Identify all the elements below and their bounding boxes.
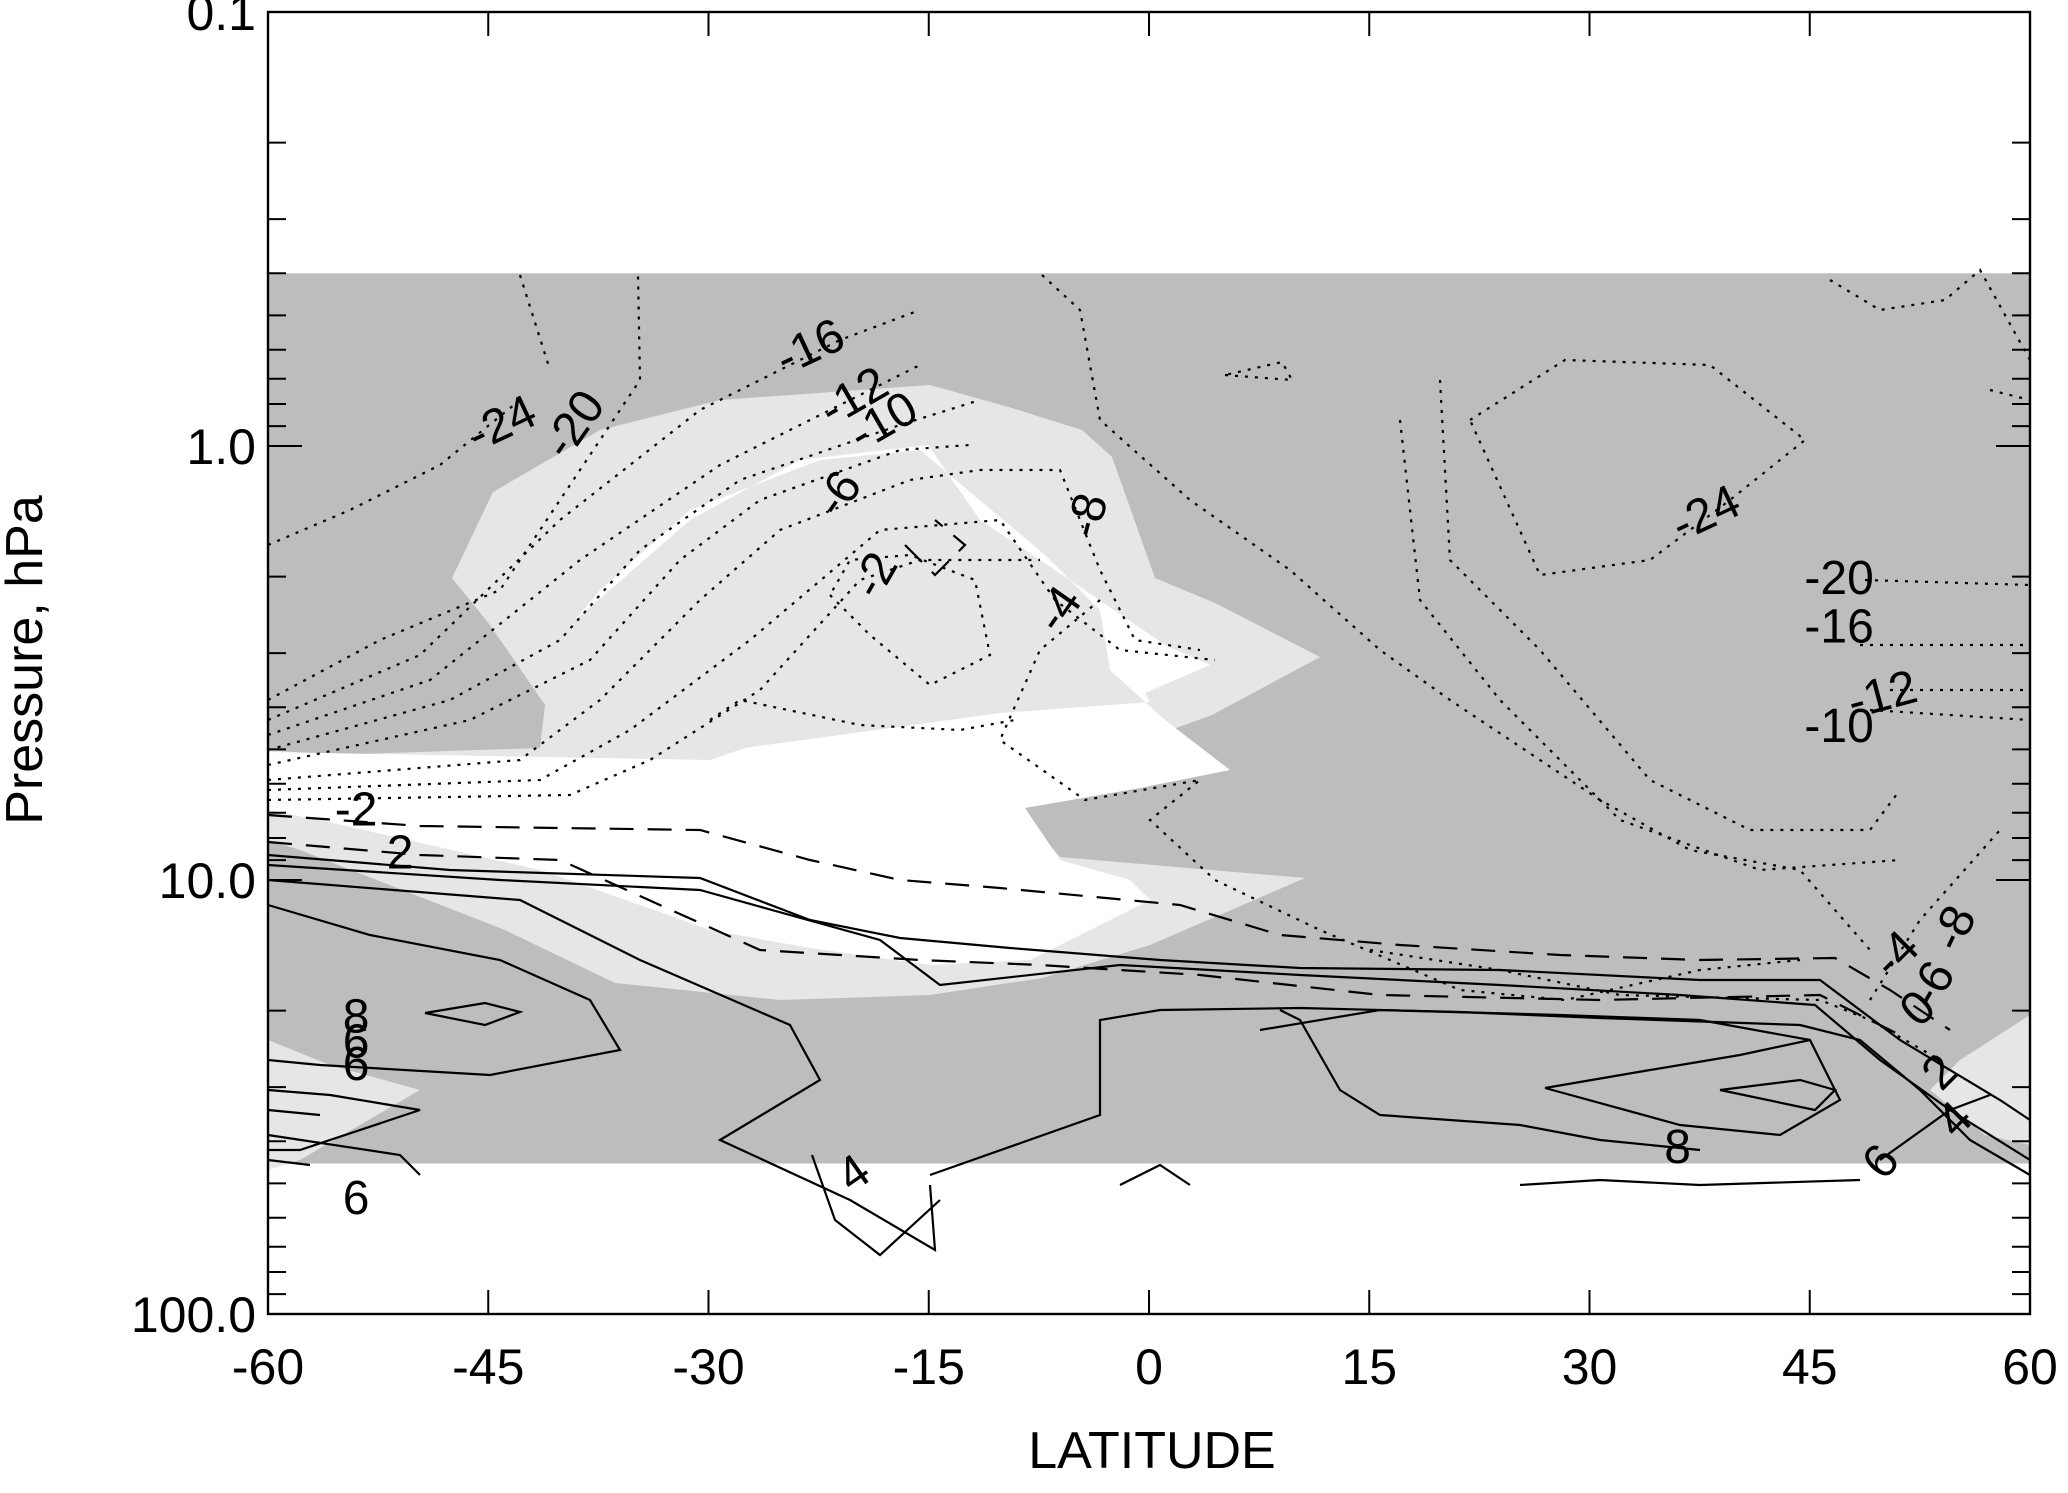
contour-line-dashed-closed <box>904 519 967 577</box>
shade-white-region <box>268 445 1230 965</box>
x-tick-label-0: -60 <box>232 1339 304 1395</box>
contour-label-21: 8 <box>1664 1121 1691 1174</box>
axes: -60 -45 -30 -15 0 15 30 45 60 0.1 1.0 10.0 100.0 <box>131 0 2058 1395</box>
contour-line-pos4-east-edge <box>1879 1093 1991 1161</box>
contour-label-15: 2 <box>387 827 414 880</box>
contour-line-pos6-sw <box>267 1133 421 1176</box>
y-tick-label-0: 0.1 <box>186 0 256 41</box>
contour-label-10: -20 <box>1804 552 1873 605</box>
contour-label-18: 6 <box>343 1038 370 1091</box>
contour-label-11: -16 <box>1804 600 1873 653</box>
contour-line-neg10-east-edge <box>1869 708 2031 722</box>
contour-line-neg24-west <box>267 399 521 547</box>
contour-line-neg16-east <box>1041 274 1871 951</box>
contour-line-pos4-west <box>267 878 937 1253</box>
y-tick-label-1: 1.0 <box>186 419 256 475</box>
y-tick-label-3: 100.0 <box>131 1287 256 1343</box>
contour-line-pos8-west-closed <box>424 1001 524 1027</box>
contour-line-neg20-east <box>1438 379 1901 832</box>
contour-line-pos6-sw-edge <box>267 1158 311 1167</box>
x-tick-label-7: 45 <box>1782 1339 1838 1395</box>
x-tick-label-8: 60 <box>2002 1339 2058 1395</box>
contour-label-19: 6 <box>343 1172 370 1225</box>
y-axis-title: Pressure, hPa <box>0 495 54 825</box>
contour-label-13: -10 <box>1804 700 1873 753</box>
contour-line-pos4-inner <box>810 1154 941 1257</box>
x-tick-label-5: 15 <box>1341 1339 1397 1395</box>
x-tick-label-4: 0 <box>1135 1339 1163 1395</box>
contour-line-neg12-west <box>267 364 921 737</box>
contour-line-pos-sw-edge <box>267 1108 321 1117</box>
y-tick-label-2: 10.0 <box>159 853 256 909</box>
contour-line-pos-sw <box>267 1088 421 1152</box>
contour-line-pos8-east <box>1544 1038 1842 1137</box>
x-tick-label-3: -15 <box>893 1339 965 1395</box>
shaded-regions <box>268 273 2030 1170</box>
contour-line-pos-south-east <box>1519 1178 1861 1187</box>
contour-line-pos6-east <box>1279 1009 1701 1152</box>
contour-line-neg20-west <box>267 274 642 701</box>
contour-line-pos2 <box>267 853 2031 1121</box>
x-tick-label-1: -45 <box>452 1339 524 1395</box>
shade-light-region-se <box>1930 1015 2030 1145</box>
shade-light-region-sw <box>268 1040 420 1170</box>
x-tick-label-2: -30 <box>672 1339 744 1395</box>
contour-line-pos4-north <box>267 863 2031 1161</box>
contour-line-pos-south-small <box>1119 1163 1191 1186</box>
contour-line-pos6-east-upper <box>1259 1008 1811 1042</box>
contour-line-neg12-east <box>1398 419 1901 872</box>
contour-label-14: -2 <box>335 783 378 836</box>
contour-lines <box>267 268 2031 1257</box>
x-axis-title: LATITUDE <box>1028 1422 1276 1480</box>
contour-label-16: 8 <box>343 991 370 1044</box>
contour-line-zero <box>267 813 1951 1031</box>
contour-line-neg8-center <box>998 599 1801 1002</box>
contour-label-17: 6 <box>343 1016 370 1069</box>
contour-line-neg2-lower <box>267 840 1901 1036</box>
contour-line-pos8-east-closed <box>1719 1078 1838 1112</box>
contour-line-neg20-east-edge <box>1864 578 2031 587</box>
contour-line-east-upright <box>1869 829 2001 1001</box>
x-tick-label-6: 30 <box>1562 1339 1618 1395</box>
contour-line-ne-edge <box>1989 388 2031 402</box>
contour-line-pos8-west <box>267 903 622 1077</box>
